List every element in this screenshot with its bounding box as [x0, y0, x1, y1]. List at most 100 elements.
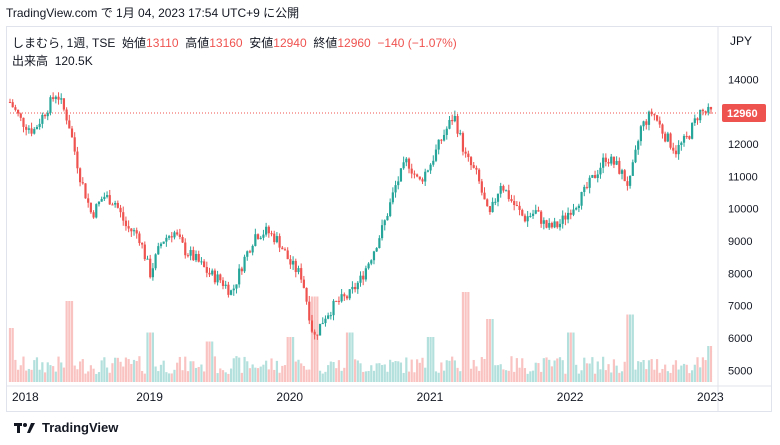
candle-body [645, 121, 648, 125]
candle-body [593, 175, 597, 178]
volume-bar [602, 356, 605, 382]
volume-bar [238, 357, 241, 382]
candle-body [456, 116, 459, 134]
close-label: 終値 [313, 36, 338, 50]
x-tick-label: 2022 [557, 390, 584, 404]
volume-bar [631, 314, 634, 382]
volume-bar [229, 368, 233, 382]
candle-body [478, 169, 481, 182]
x-tick-label: 2021 [417, 390, 444, 404]
symbol-label: しまむら, 1週, TSE [12, 36, 116, 50]
volume-bar [84, 373, 87, 382]
volume-bar [440, 362, 443, 382]
candle-body [84, 183, 87, 199]
candle-body [566, 212, 570, 220]
candle-body [604, 157, 607, 162]
volume-bar [612, 359, 616, 382]
candle-body [394, 185, 397, 193]
volume-bar [176, 362, 179, 382]
candle-body [459, 133, 462, 135]
candle-body [515, 204, 518, 206]
candle-body [372, 251, 376, 261]
candle-body [327, 315, 330, 319]
candle-body [432, 160, 435, 165]
volume-bar [65, 301, 68, 382]
volume-bar [181, 370, 184, 382]
volume-bar [219, 368, 222, 382]
volume-bar [57, 356, 60, 382]
volume-bar [294, 361, 297, 382]
low-label: 安値 [249, 36, 274, 50]
candle-body [103, 196, 106, 200]
candle-body [664, 133, 667, 142]
candle-body [437, 139, 440, 150]
volume-bar [674, 360, 678, 382]
candle-body [416, 174, 419, 177]
candle-body [224, 284, 227, 286]
volume-bar [170, 373, 173, 382]
volume-bar [413, 372, 416, 382]
candle-body [38, 123, 41, 127]
candle-body [41, 114, 44, 124]
volume-bar [108, 372, 111, 382]
volume-bar [111, 363, 114, 382]
candle-body [114, 202, 117, 205]
candle-body [146, 258, 149, 260]
candle-body [278, 236, 281, 248]
volume-bar [518, 367, 521, 382]
candle-body [440, 139, 443, 141]
candle-body [564, 215, 567, 220]
candle-body [189, 250, 192, 256]
volume-bar [76, 369, 79, 382]
volume-bar [650, 359, 653, 382]
candle-body [111, 204, 114, 206]
volume-bar [275, 360, 279, 382]
candle-body [442, 134, 446, 141]
volume-bar [642, 360, 645, 382]
volume-bar [655, 359, 659, 382]
volume-bar [254, 367, 257, 382]
volume-bar [281, 365, 284, 382]
candle-body [461, 133, 465, 152]
volume-bar [49, 365, 52, 382]
candle-body [281, 247, 284, 250]
volume-bar [647, 360, 651, 382]
volume-bar [200, 364, 203, 382]
volume-bar [25, 370, 28, 382]
volume-bar [540, 371, 543, 382]
volume-bar [19, 365, 22, 382]
candle-body [391, 192, 394, 203]
candle-body [383, 220, 386, 226]
volume-bar [437, 372, 440, 382]
volume-bar [87, 371, 90, 382]
candle-body [167, 236, 171, 238]
candle-body [286, 250, 289, 260]
volume-bar [68, 301, 71, 382]
volume-legend: 出来高 120.5K [12, 52, 93, 69]
volume-bar [178, 356, 181, 382]
volume-bar [499, 364, 502, 382]
candle-body [149, 258, 152, 278]
candle-body [87, 198, 90, 203]
candle-body [602, 157, 605, 168]
volume-bar [461, 292, 465, 382]
candle-body [380, 225, 384, 239]
volume-bar [445, 360, 448, 382]
candle-body [405, 158, 408, 163]
candle-body [173, 232, 176, 238]
candle-body [248, 251, 252, 253]
candle-body [364, 268, 367, 280]
candle-body [30, 128, 33, 134]
candle-body [451, 120, 454, 122]
x-tick-label: 2020 [276, 390, 303, 404]
volume-bar [92, 368, 95, 382]
volume-bar [531, 370, 535, 382]
candle-body [219, 274, 222, 281]
volume-bar [251, 364, 254, 382]
volume-bar [467, 292, 470, 382]
candle-body [14, 107, 17, 110]
x-tick-label: 2023 [697, 390, 724, 404]
candle-body [631, 162, 634, 176]
candle-body [529, 215, 532, 217]
